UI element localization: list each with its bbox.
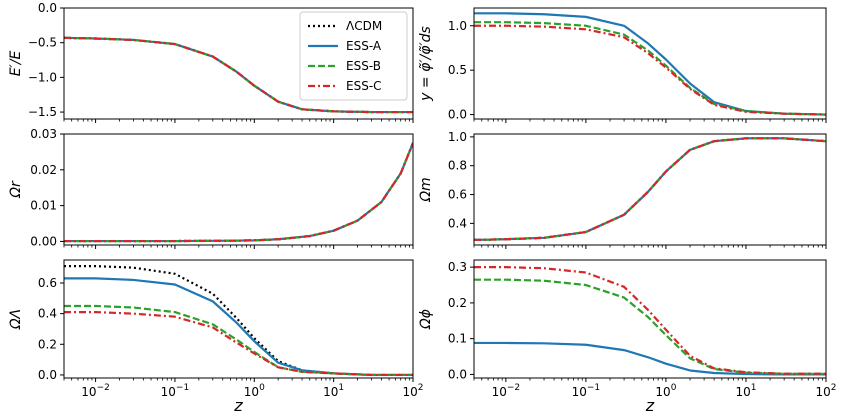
y-tick-label: 0.2: [448, 296, 467, 310]
y-tick-label: 0.5: [448, 63, 467, 77]
panel-omr: 0.00 0.01 0.02 0.03 Ωr: [8, 127, 414, 249]
series-essC-y: [474, 24, 826, 116]
y-tick-label: 0.01: [30, 199, 57, 213]
axes-frame: [63, 7, 414, 120]
series-essA-oml: [64, 277, 413, 377]
y-axis-label: Ωϕ: [418, 309, 434, 330]
series-essA-y: [474, 12, 826, 116]
x-tick-label: 100: [655, 383, 676, 399]
y-tick-label: 0.8: [448, 159, 467, 173]
x-tick-label: 101: [735, 383, 756, 399]
y-axis-label: Ωr: [8, 180, 24, 199]
y-tick-label: −0.5: [28, 36, 57, 50]
series-essA-omphi: [474, 341, 826, 376]
y-tick-label: 1.0: [448, 130, 467, 144]
x-tick-label: 10−2: [81, 383, 110, 399]
y-tick-label: 0.3: [448, 260, 467, 274]
legend-box: [299, 11, 408, 101]
y-tick-label: −1.0: [28, 70, 57, 84]
series-essB-omr: [64, 142, 413, 243]
series-essB-oml: [64, 304, 413, 377]
y-tick-label: 0.4: [38, 307, 57, 321]
x-tick-label: 102: [815, 383, 836, 399]
axes-frame: [473, 133, 827, 246]
y-tick-label: 0.1: [448, 332, 467, 346]
x-axis-label: z: [645, 396, 655, 415]
y-tick-label: 0.0: [38, 1, 57, 15]
series-essB-y: [474, 21, 826, 116]
legend-label-essB: ESS-B: [346, 59, 381, 73]
x-tick-label: 102: [402, 383, 423, 399]
y-tick-label: 1.0: [448, 19, 467, 33]
series-lcdm-oml: [64, 265, 413, 377]
y-tick-label: 0.6: [38, 276, 57, 290]
series-essC-dE: [64, 36, 413, 114]
y-axis-label: ΩΛ: [8, 309, 24, 330]
x-axis-label: z: [233, 396, 243, 415]
series-essC-oml: [64, 311, 413, 377]
y-tick-label: 0.4: [448, 216, 467, 230]
axes-frame: [473, 7, 827, 120]
y-axis-label: E′/E: [8, 51, 24, 77]
legend-label-essA: ESS-A: [346, 39, 382, 53]
panel-dE: 0.0 −0.5 −1.0 −1.5 E′/E: [8, 1, 414, 123]
x-tick-label: 10−1: [161, 383, 190, 399]
y-tick-label: 0.6: [448, 188, 467, 202]
series-essC-omm: [474, 137, 826, 242]
series-essC-omr: [64, 142, 413, 243]
x-tick-label: 10−1: [572, 383, 601, 399]
y-axis-label: Ωm: [418, 177, 434, 202]
series-essB-omphi: [474, 278, 826, 375]
y-tick-label: 0.00: [30, 234, 57, 248]
series-essA-omr: [64, 142, 413, 243]
legend: ΛCDM ESS-A ESS-B ESS-C: [299, 11, 408, 101]
y-tick-label: 0.2: [38, 337, 57, 351]
y-tick-label: −1.5: [28, 105, 57, 119]
series-lcdm-omr: [64, 142, 413, 243]
axes-frame: [473, 259, 827, 379]
y-tick-label: 0.0: [448, 108, 467, 122]
y-tick-label: 0.03: [30, 127, 57, 141]
axes-frame: [63, 133, 414, 246]
x-tick-label: 101: [323, 383, 344, 399]
x-tick-label: 10−2: [492, 383, 521, 399]
y-tick-label: 0.0: [448, 367, 467, 381]
y-tick-label: 0.0: [38, 368, 57, 382]
series-essC-omphi: [474, 266, 826, 375]
y-axis-label: y = φ̃′/φ̃′ds: [418, 26, 434, 102]
panel-omm: 0.4 0.6 0.8 1.0 Ωm: [418, 130, 827, 249]
x-tick-label: 100: [244, 383, 265, 399]
panel-y: 0.0 0.5 1.0 y = φ̃′/φ̃′ds: [418, 7, 827, 123]
legend-label-essC: ESS-C: [346, 79, 382, 93]
y-tick-label: 0.02: [30, 163, 57, 177]
panel-omphi: 0.0 0.1 0.2 0.3 10−2 10−1 100 101 102 Ωϕ z: [418, 259, 837, 415]
legend-label-lcdm: ΛCDM: [346, 19, 382, 33]
panel-oml: 0.0 0.2 0.4 0.6 10−2 10−1 100 101 102 ΩΛ z: [8, 259, 424, 415]
axes-frame: [63, 259, 414, 379]
